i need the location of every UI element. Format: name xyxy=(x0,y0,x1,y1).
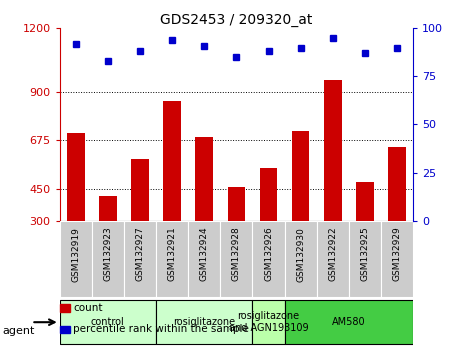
Text: GSM132919: GSM132919 xyxy=(71,227,80,281)
Bar xyxy=(285,221,317,297)
Bar xyxy=(252,221,285,297)
Bar xyxy=(60,221,92,297)
Bar xyxy=(131,159,149,221)
Bar xyxy=(324,80,341,221)
Bar xyxy=(188,221,220,297)
Bar xyxy=(196,137,213,221)
Text: GSM132927: GSM132927 xyxy=(135,227,145,281)
Bar xyxy=(99,196,117,221)
Title: GDS2453 / 209320_at: GDS2453 / 209320_at xyxy=(160,13,313,27)
Text: GSM132929: GSM132929 xyxy=(392,227,402,281)
Text: AM580: AM580 xyxy=(332,317,366,327)
Bar xyxy=(292,131,309,221)
Text: count: count xyxy=(73,303,103,313)
Bar xyxy=(163,101,181,221)
Bar xyxy=(260,168,277,221)
Bar xyxy=(156,300,252,344)
Bar xyxy=(220,221,252,297)
Text: rosiglitazone
and AGN193109: rosiglitazone and AGN193109 xyxy=(229,312,308,333)
Bar xyxy=(156,221,188,297)
Text: GSM132923: GSM132923 xyxy=(103,227,112,281)
Bar xyxy=(252,300,285,344)
Text: GSM132930: GSM132930 xyxy=(296,227,305,281)
Text: control: control xyxy=(91,317,125,327)
Text: percentile rank within the sample: percentile rank within the sample xyxy=(73,324,249,334)
Text: GSM132922: GSM132922 xyxy=(328,227,337,281)
Text: GSM132926: GSM132926 xyxy=(264,227,273,281)
Bar xyxy=(349,221,381,297)
Bar xyxy=(356,182,374,221)
Bar xyxy=(388,147,406,221)
Bar xyxy=(92,221,124,297)
Bar xyxy=(67,133,84,221)
Text: GSM132928: GSM132928 xyxy=(232,227,241,281)
Text: GSM132925: GSM132925 xyxy=(360,227,369,281)
Bar xyxy=(60,300,156,344)
Text: agent: agent xyxy=(2,326,35,336)
Text: GSM132924: GSM132924 xyxy=(200,227,209,281)
Bar xyxy=(124,221,156,297)
Bar xyxy=(317,221,349,297)
Bar xyxy=(381,221,413,297)
Text: rosiglitazone: rosiglitazone xyxy=(173,317,235,327)
Bar xyxy=(285,300,413,344)
Bar xyxy=(228,188,245,221)
Text: GSM132921: GSM132921 xyxy=(168,227,177,281)
